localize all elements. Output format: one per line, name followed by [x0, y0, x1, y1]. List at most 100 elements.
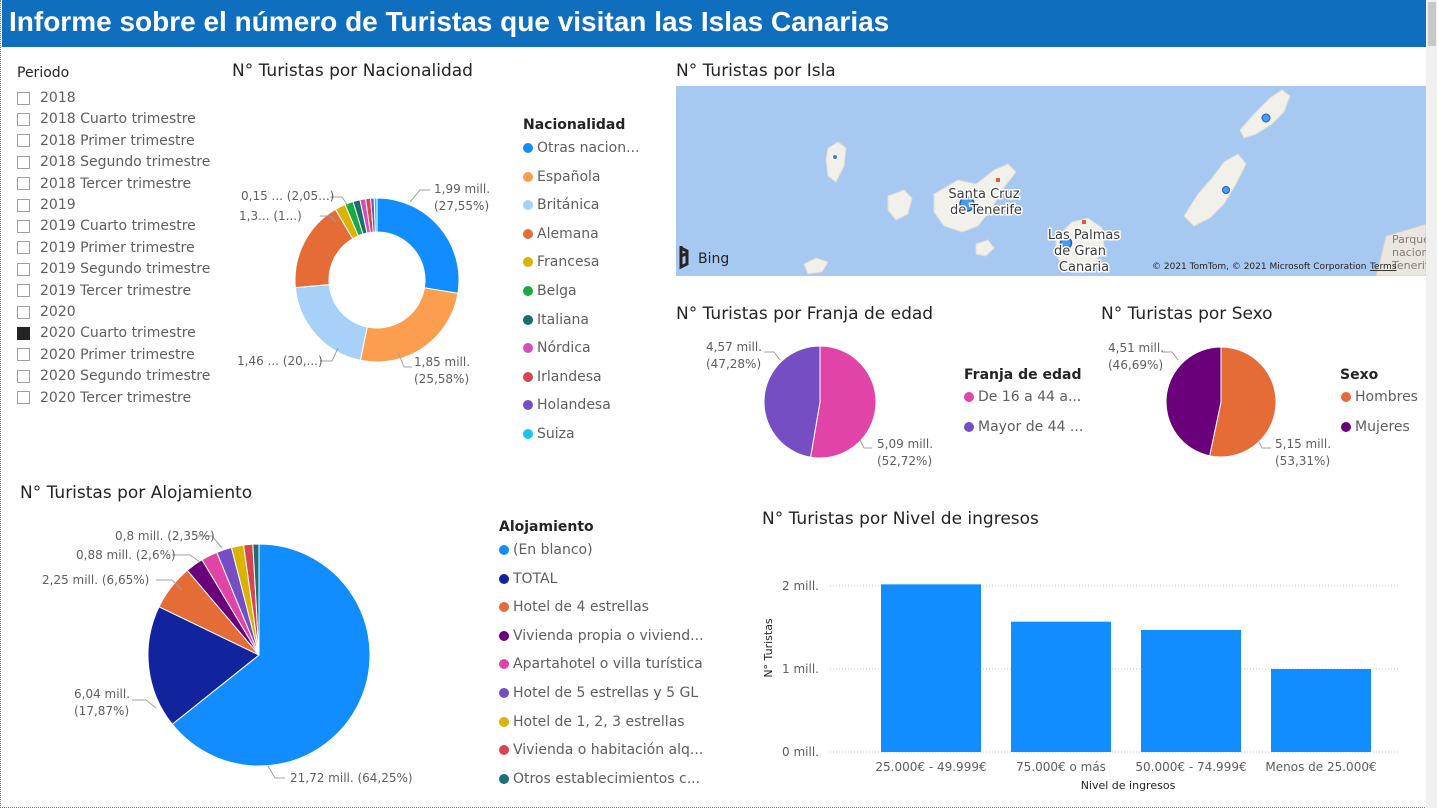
legend-item[interactable]: Española — [523, 169, 601, 185]
legend-item[interactable]: Hombres — [1341, 389, 1418, 405]
legend-item[interactable]: Hotel de 4 estrellas — [499, 599, 649, 615]
edad-label-joven: 5,09 mill. (52,72%) — [877, 437, 934, 468]
legend-item[interactable]: Francesa — [523, 254, 599, 270]
aloj-legend-title: Alojamiento — [499, 519, 594, 535]
legend-dot-icon — [523, 143, 533, 153]
legend-item[interactable]: Belga — [523, 283, 577, 299]
legend-item[interactable]: Apartahotel o villa turística — [499, 656, 703, 672]
legend-item[interactable]: Británica — [523, 197, 599, 213]
slicer-checkbox[interactable] — [17, 305, 30, 319]
alojamiento-pie-chart[interactable] — [0, 0, 371, 779]
legend-item[interactable]: Hotel de 5 estrellas y 5 GL — [499, 685, 698, 701]
slicer-item[interactable]: 2019 Segundo trimestre — [17, 259, 210, 279]
pie-slice[interactable] — [1165, 346, 1222, 457]
legend-item[interactable]: Alemana — [523, 226, 599, 242]
slicer-item-label: 2020 Cuarto trimestre — [40, 325, 196, 342]
legend-item[interactable]: Holandesa — [523, 397, 611, 413]
legend-item[interactable]: Otras nacion... — [523, 140, 639, 156]
aloj-label-a: 0,8 mill. (2,35%) — [115, 529, 215, 543]
aloj-label-c: 2,25 mill. (6,65%) — [42, 573, 150, 587]
slicer-item[interactable]: 2019 Cuarto trimestre — [17, 216, 196, 236]
legend-item[interactable]: Nórdica — [523, 340, 591, 356]
legend-label: Irlandesa — [537, 368, 602, 385]
map-label-santa-cruz-1: Santa Cruz — [948, 187, 1019, 202]
y-tick-label: 0 mill. — [782, 745, 819, 759]
sexo-pie-chart[interactable] — [0, 0, 1277, 458]
slicer-checkbox[interactable] — [17, 155, 30, 169]
legend-item[interactable]: Mayor de 44 ... — [964, 419, 1083, 435]
slicer-item[interactable]: 2020 Primer trimestre — [17, 345, 195, 365]
ingresos-bar-chart[interactable]: 2 mill. 1 mill. 0 mill. 25.000€ - 49.999€ 75… — [0, 0, 1400, 792]
map-terms-link[interactable]: Terms — [1369, 262, 1397, 272]
legend-item[interactable]: Otros establecimientos c... — [499, 771, 700, 787]
pie-slice[interactable] — [763, 345, 821, 458]
slicer-item[interactable]: 2018 Tercer trimestre — [17, 174, 191, 194]
legend-dot-icon — [523, 200, 533, 211]
pie-slice[interactable] — [809, 345, 877, 459]
bar[interactable] — [1011, 621, 1111, 752]
slicer-item[interactable]: 2020 Segundo trimestre — [17, 366, 210, 386]
slicer-item-label: 2018 — [40, 90, 76, 106]
slicer-checkbox[interactable] — [17, 177, 30, 191]
edad-pie-chart[interactable] — [0, 0, 877, 459]
legend-item[interactable]: Vivienda o habitación alq... — [499, 742, 703, 758]
pie-slice[interactable] — [1209, 346, 1277, 458]
map-label-las-palmas-3: Canaria — [1059, 260, 1109, 275]
slicer-checkbox[interactable] — [17, 91, 30, 105]
slicer-item[interactable]: 2018 Primer trimestre — [17, 131, 195, 151]
bar[interactable] — [1141, 629, 1241, 752]
slicer-item-label: 2018 Segundo trimestre — [40, 154, 211, 171]
legend-item[interactable]: (En blanco) — [499, 542, 593, 558]
pie-slice[interactable] — [252, 543, 260, 656]
legend-item[interactable]: De 16 a 44 a... — [964, 389, 1081, 405]
slicer-item[interactable]: 2018 — [17, 88, 76, 108]
slicer-item-label: 2018 Tercer trimestre — [40, 175, 192, 192]
slicer-item[interactable]: 2019 — [17, 195, 76, 215]
bar[interactable] — [1271, 669, 1371, 752]
isla-map[interactable]: Santa Cruz de Tenerife Las Palmas de Gra… — [676, 86, 1426, 276]
slicer-item[interactable]: 2020 — [17, 302, 76, 322]
slicer-item[interactable]: 2020 Tercer trimestre — [17, 388, 191, 408]
slicer-checkbox[interactable] — [17, 391, 30, 405]
legend-label: Italiana — [537, 311, 590, 328]
legend-item[interactable]: Vivienda propia o viviend... — [499, 628, 704, 644]
slicer-checkbox[interactable] — [17, 241, 30, 255]
slicer-item[interactable]: 2019 Tercer trimestre — [17, 281, 191, 301]
report-header: Informe sobre el número de Turistas que … — [2, 0, 1426, 47]
legend-item[interactable]: TOTAL — [499, 571, 557, 587]
slicer-checkbox[interactable] — [17, 326, 30, 340]
slicer-checkbox[interactable] — [17, 262, 30, 276]
legend-item[interactable]: Hotel de 1, 2, 3 estrellas — [499, 714, 685, 730]
slicer-item[interactable]: 2018 Segundo trimestre — [17, 152, 210, 172]
leader-line — [330, 196, 349, 207]
pie-slice[interactable] — [147, 606, 260, 725]
legend-item[interactable]: Mujeres — [1341, 419, 1410, 435]
legend-item[interactable]: Irlandesa — [523, 369, 602, 385]
slicer-checkbox[interactable] — [17, 219, 30, 233]
leader-line — [859, 439, 872, 449]
bar[interactable] — [881, 584, 981, 752]
vertical-scrollbar[interactable] — [1426, 0, 1437, 808]
legend-label: Holandesa — [537, 397, 611, 414]
slicer-checkbox[interactable] — [17, 348, 30, 362]
pie-slice[interactable] — [373, 197, 378, 233]
slicer-checkbox[interactable] — [17, 284, 30, 298]
slicer-checkbox[interactable] — [17, 112, 30, 126]
slicer-checkbox[interactable] — [17, 134, 30, 148]
slicer-item[interactable]: 2019 Primer trimestre — [17, 238, 195, 258]
scrollbar-thumb[interactable] — [1428, 2, 1436, 46]
sexo-legend-title: Sexo — [1340, 367, 1379, 383]
map-label-parque-2: nacional — [1392, 246, 1426, 259]
slicer-checkbox[interactable] — [17, 198, 30, 212]
slicer-item[interactable]: 2020 Cuarto trimestre — [17, 323, 196, 343]
legend-label: Vivienda o habitación alq... — [513, 742, 704, 759]
slicer-item[interactable]: 2018 Cuarto trimestre — [17, 109, 196, 129]
nacionalidad-donut-chart[interactable] — [0, 0, 460, 368]
pie-slice[interactable] — [171, 543, 371, 767]
nac-label-alemana: 1,3... (1...) — [239, 209, 302, 223]
legend-item[interactable]: Italiana — [523, 312, 589, 328]
slicer-checkbox[interactable] — [17, 369, 30, 383]
legend-dot-icon — [523, 257, 533, 268]
legend-item[interactable]: Suiza — [523, 426, 575, 442]
legend-dot-icon — [499, 545, 509, 555]
